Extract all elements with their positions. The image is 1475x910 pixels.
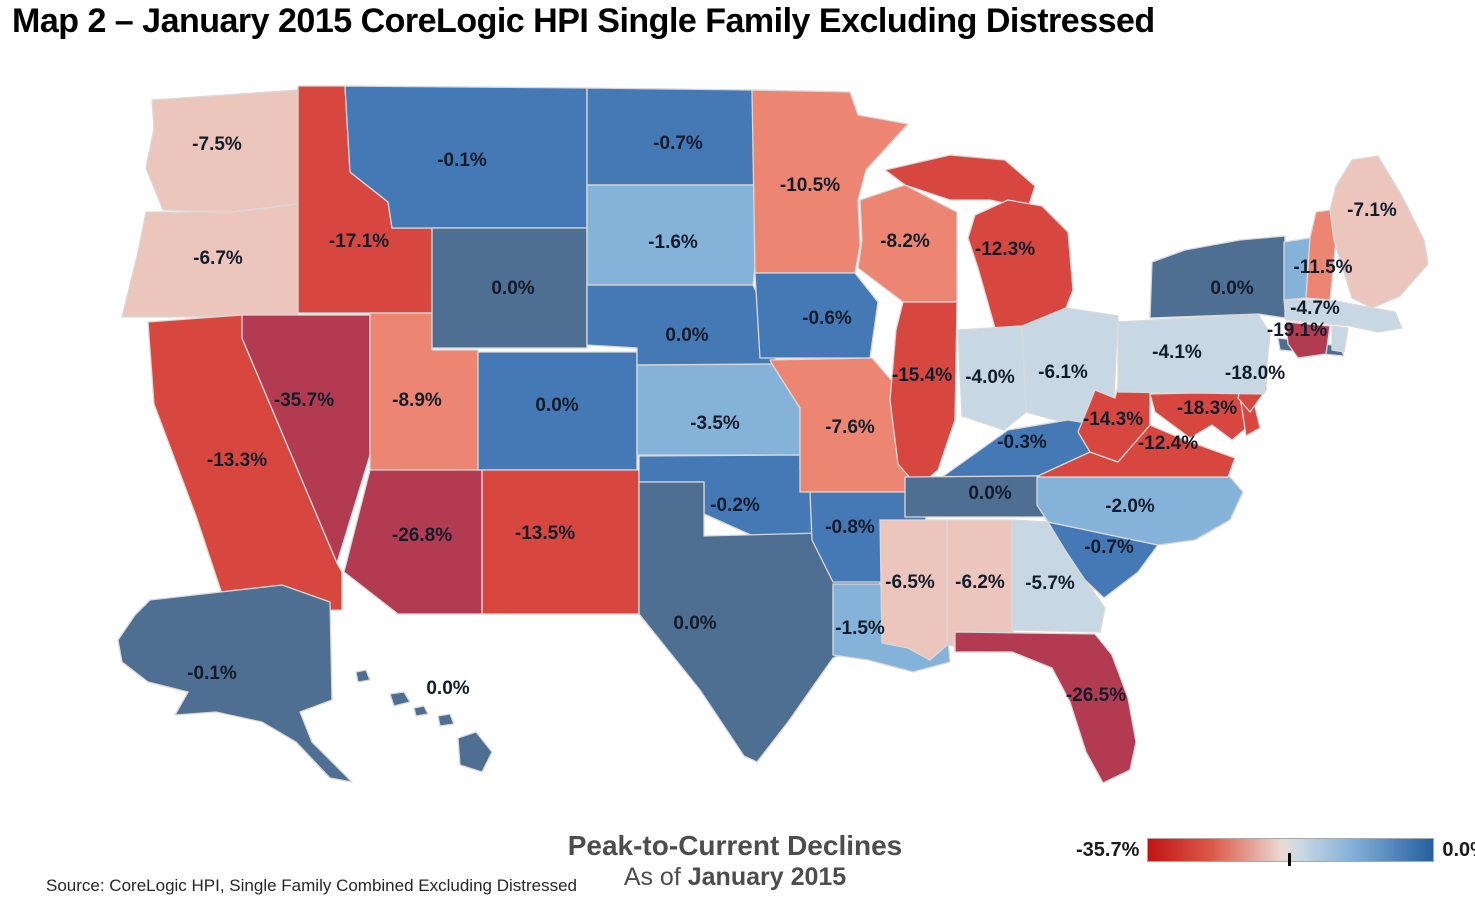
state-value-label-OH: -6.1% [1038, 362, 1088, 383]
state-value-label-NV: -35.7% [274, 390, 334, 411]
caption-asof-date: January 2015 [687, 863, 847, 891]
caption-asof-prefix: As of [623, 863, 688, 891]
state-value-label-HI: 0.0% [426, 678, 469, 699]
state-value-label-PA: -4.1% [1152, 342, 1202, 363]
state-HI [355, 669, 493, 773]
state-value-label-IA: -0.6% [802, 308, 852, 329]
state-value-label-SD: -1.6% [648, 232, 698, 253]
state-FL [954, 631, 1137, 784]
state-value-label-AK: -0.1% [187, 663, 237, 684]
state-value-label-MD: -18.3% [1177, 398, 1237, 419]
state-value-label-NJ: -18.0% [1225, 363, 1285, 384]
state-RI [1331, 325, 1349, 353]
state-NV [241, 314, 371, 564]
state-value-label-NE: 0.0% [665, 325, 708, 346]
state-value-label-WA: -7.5% [192, 134, 242, 155]
page-title: Map 2 – January 2015 CoreLogic HPI Singl… [12, 2, 1155, 40]
caption-metric: Peak-to-Current Declines [567, 830, 903, 861]
state-value-label-TX: 0.0% [673, 613, 716, 634]
state-value-label-UT: -8.9% [392, 390, 442, 411]
state-value-label-MO: -7.6% [825, 417, 875, 438]
state-value-label-NM: -13.5% [515, 523, 575, 544]
state-value-label-ND: -0.7% [653, 133, 703, 154]
state-value-label-WI: -8.2% [880, 231, 930, 252]
state-IA [754, 272, 879, 359]
color-legend: -35.7% 0.0% [1076, 838, 1475, 866]
state-value-label-MA: -4.7% [1290, 298, 1340, 319]
state-MI [884, 154, 1074, 329]
state-value-label-MS: -6.5% [885, 572, 935, 593]
state-WY [431, 227, 588, 349]
state-value-label-MT: -0.1% [437, 150, 487, 171]
state-IL [889, 301, 958, 488]
legend-max-label: 0.0% [1442, 838, 1475, 861]
legend-tick [1288, 853, 1292, 866]
state-value-label-NH: -11.5% [1293, 257, 1352, 278]
state-value-label-KS: -3.5% [690, 413, 740, 434]
state-value-label-CT: -19.1% [1267, 320, 1327, 341]
state-AZ [343, 469, 483, 615]
state-value-label-KY: -0.3% [997, 432, 1047, 453]
state-CT [1285, 321, 1331, 359]
state-value-label-OK: -0.2% [710, 495, 760, 516]
state-value-label-WV: -14.3% [1083, 409, 1143, 430]
state-value-label-IN: -4.0% [965, 367, 1015, 388]
state-value-label-MI: -12.3% [975, 239, 1035, 260]
state-value-label-FL: -26.5% [1066, 685, 1126, 706]
state-KS [636, 363, 801, 456]
state-ME [1329, 155, 1429, 309]
state-IN [957, 325, 1027, 431]
state-value-label-VA: -12.4% [1138, 433, 1198, 454]
state-value-label-GA: -5.7% [1025, 573, 1075, 594]
state-value-label-WY: 0.0% [491, 278, 534, 299]
state-value-label-AR: -0.8% [825, 517, 875, 538]
source-note: Source: CoreLogic HPI, Single Family Com… [46, 876, 578, 895]
state-value-label-ID: -17.1% [329, 231, 389, 252]
state-value-label-CO: 0.0% [535, 395, 578, 416]
legend-gradient-bar [1147, 838, 1435, 866]
state-value-label-ME: -7.1% [1347, 200, 1397, 221]
state-value-label-CA: -13.3% [207, 450, 267, 471]
state-value-label-LA: -1.5% [835, 618, 885, 639]
state-value-label-AL: -6.2% [955, 572, 1005, 593]
map-caption: Peak-to-Current Declines As of January 2… [500, 830, 970, 892]
legend-min-label: -35.7% [1076, 838, 1140, 861]
state-value-label-TN: 0.0% [968, 483, 1011, 504]
state-value-label-NC: -2.0% [1105, 496, 1155, 517]
state-AK [117, 584, 353, 783]
caption-asof: As of January 2015 [500, 862, 970, 892]
state-value-label-OR: -6.7% [193, 248, 243, 269]
state-value-label-AZ: -26.8% [392, 525, 452, 546]
state-MA [1283, 299, 1403, 333]
state-value-label-NY: 0.0% [1210, 278, 1253, 299]
state-value-label-SC: -0.7% [1084, 537, 1134, 558]
state-value-label-MN: -10.5% [780, 175, 840, 196]
state-NC [1036, 476, 1244, 546]
state-value-label-IL: -15.4% [892, 365, 952, 386]
